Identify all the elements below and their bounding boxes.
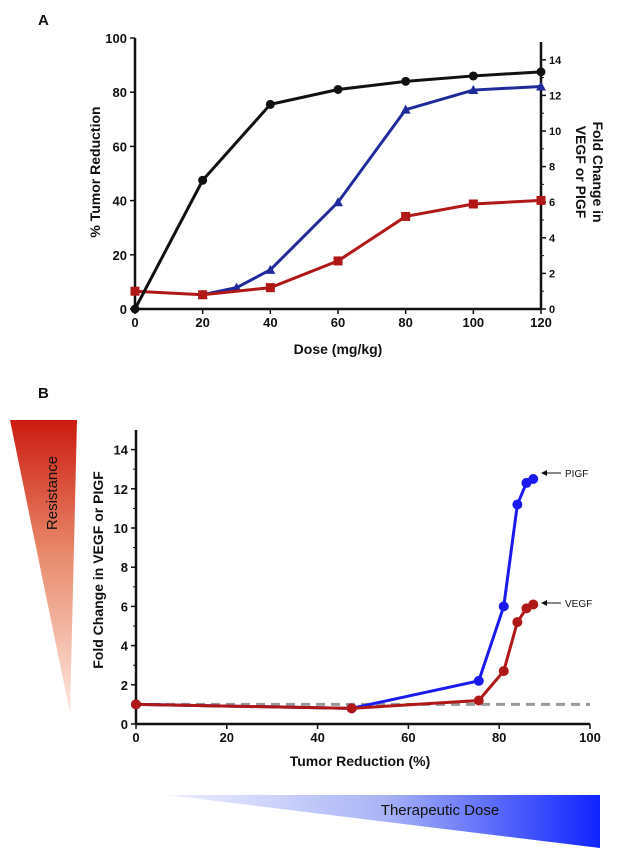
panel-b-vegf-point — [473, 695, 484, 706]
panel-a: A 0 20 40 60 80 100 12002040608010002468101214… — [38, 12, 606, 357]
panel-a-vegf-point — [265, 283, 275, 293]
panel-a-x-tick-label: 60 — [331, 315, 345, 330]
panel-a-vegf-point — [401, 211, 411, 221]
panel-b-pigf-point — [512, 499, 523, 510]
panel-a-x-tick-label: 0 — [131, 315, 138, 330]
panel-a-y2-tick-label: 2 — [549, 268, 555, 280]
panel-b-vegf-point — [512, 617, 523, 628]
panel-a-tumor-reduction-point — [198, 175, 208, 185]
panel-a-y2-tick-label: 0 — [549, 304, 555, 316]
panel-a-pigf-point — [400, 104, 411, 114]
panel-a-marks — [130, 67, 546, 314]
panel-a-y2-tick-label: 10 — [549, 126, 561, 138]
resistance-label: Resistance — [44, 456, 61, 530]
panel-b-pigf-line — [135, 477, 534, 710]
panel-a-tumor-reduction-point — [468, 71, 478, 81]
panel-b-pigf-point — [498, 601, 509, 612]
panel-b-y-tick-label: 10 — [114, 521, 128, 536]
panel-b-vegf-point — [498, 666, 509, 677]
panel-a-y2-tick-label: 12 — [549, 90, 561, 102]
panel-b-vegf-line — [135, 603, 534, 710]
panel-a-vegf-point — [536, 195, 546, 205]
panel-a-y2-tick-label: 4 — [549, 233, 556, 245]
panel-b-x-tick-label: 0 — [132, 730, 139, 745]
panel-a-pigf-point — [265, 264, 276, 274]
vegf-annotation: VEGF — [565, 599, 592, 610]
panel-b-pigf-point — [473, 675, 484, 686]
panel-a-y-label: % Tumor Reduction — [87, 106, 103, 237]
panel-a-tumor-reduction-point — [265, 99, 275, 109]
panel-a-pigf-point — [231, 282, 242, 292]
panel-b-letter: B — [38, 385, 49, 402]
panel-b-axes: 0 20 40 60 80 100 0 2 4 6 8 10 12 14 — [114, 430, 601, 745]
panel-b-vegf-point — [528, 599, 539, 610]
panel-a-letter: A — [38, 12, 49, 29]
panel-a-x-tick-label: 80 — [398, 315, 412, 330]
panel-a-y2-label-line2: VEGF or PIGF — [573, 126, 589, 219]
panel-b: B Resistance Therapeutic Dose 0 20 40 60 80 1… — [10, 385, 601, 848]
panel-a-tumor-reduction-point — [333, 84, 343, 94]
panel-a-y-tick-label: 20 — [113, 248, 127, 263]
panel-b-x-tick-label: 100 — [579, 730, 601, 745]
panel-b-x-label: Tumor Reduction (%) — [290, 753, 431, 769]
panel-a-pigf-point — [333, 197, 343, 207]
panel-a-y-tick-label: 80 — [113, 85, 127, 100]
panel-a-x-tick-label: 40 — [263, 315, 277, 330]
panel-a-pigf-point — [536, 81, 546, 91]
panel-b-x-tick-label: 80 — [492, 730, 506, 745]
panel-b-y-tick-label: 4 — [121, 639, 129, 654]
panel-a-y2-tick-label: 14 — [549, 55, 562, 67]
panel-a-tumor-reduction-point — [401, 76, 411, 86]
panel-b-vegf-point — [346, 703, 357, 714]
panel-b-y-tick-label: 6 — [121, 599, 128, 614]
panel-b-y-label: Fold Change in VEGF or PIGF — [90, 471, 106, 669]
panel-b-y-tick-label: 2 — [121, 678, 128, 693]
panel-b-y-tick-label: 8 — [121, 560, 128, 575]
panel-a-vegf-point — [198, 290, 208, 300]
panel-a-y-tick-label: 100 — [105, 31, 127, 46]
panel-a-x-label: Dose (mg/kg) — [294, 341, 383, 357]
therapeutic-dose-label: Therapeutic Dose — [381, 802, 499, 819]
panel-b-y-tick-label: 14 — [114, 443, 129, 458]
pigf-arrowhead — [541, 470, 547, 476]
panel-b-y-tick-label: 0 — [121, 717, 128, 732]
panel-b-marks — [131, 470, 590, 714]
panel-a-x-tick-label: 100 — [462, 315, 484, 330]
panel-a-pigf-line — [202, 85, 542, 297]
panel-a-x-tick-label: 120 — [530, 315, 552, 330]
therapeutic-dose-wedge — [167, 795, 600, 848]
panel-a-y-tick-label: 60 — [113, 139, 127, 154]
panel-a-vegf-point — [468, 199, 478, 209]
panel-b-y-tick-label: 12 — [114, 482, 128, 497]
panel-b-vegf-point — [131, 699, 141, 710]
panel-a-vegf-line — [134, 198, 542, 297]
panel-b-x-tick-label: 20 — [220, 730, 234, 745]
resistance-wedge — [10, 420, 77, 713]
panel-a-vegf-point — [130, 286, 140, 296]
panel-a-vegf-point — [333, 256, 343, 266]
panel-a-y2-tick-label: 6 — [549, 197, 555, 209]
panel-a-y2-tick-label: 8 — [549, 162, 555, 174]
panel-a-tumor-reduction-point — [130, 304, 140, 314]
panel-a-y-tick-label: 40 — [113, 194, 127, 209]
panel-b-x-tick-label: 40 — [310, 730, 324, 745]
panel-a-x-tick-label: 20 — [195, 315, 209, 330]
panel-b-pigf-point — [528, 474, 539, 484]
vegf-arrowhead — [541, 600, 547, 606]
panel-a-y2-label-line1: Fold Change in — [590, 121, 606, 222]
panel-a-tumor-reduction-line — [133, 70, 542, 310]
panel-a-pigf-point — [468, 85, 479, 95]
panel-a-y-tick-label: 0 — [120, 302, 127, 317]
panel-a-tumor-reduction-point — [536, 67, 546, 77]
panel-b-x-tick-label: 60 — [401, 730, 415, 745]
pigf-annotation: PIGF — [565, 469, 588, 480]
